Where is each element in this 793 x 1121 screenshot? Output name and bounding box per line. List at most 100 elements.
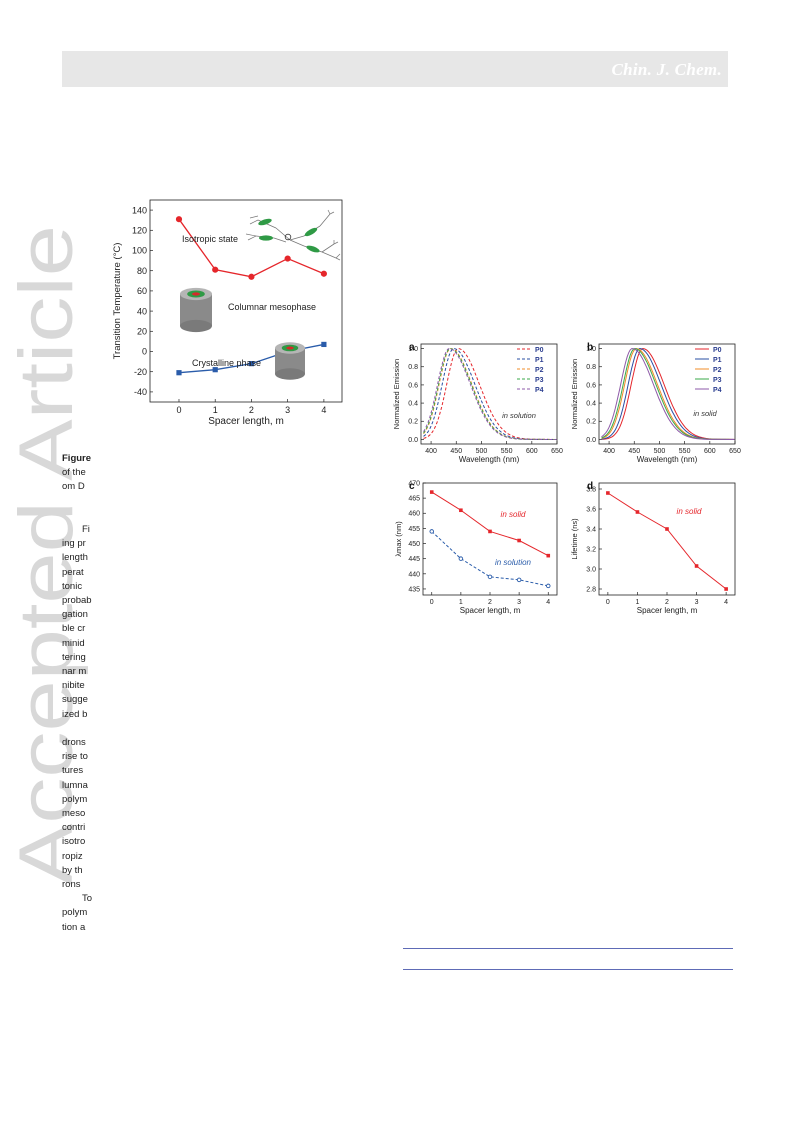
legend-entry: P2	[713, 367, 722, 374]
molecule-branch	[247, 235, 257, 241]
columnar-cylinder-illustration	[180, 287, 212, 333]
body-text-fragment: lumna	[62, 779, 88, 791]
data-point	[488, 529, 492, 534]
y-tick-label: 2.8	[586, 586, 596, 593]
annotation-crystalline: Crystalline phase	[192, 358, 261, 368]
data-point	[429, 529, 434, 534]
y-tick-label: -20	[134, 367, 147, 377]
legend-entry: P2	[535, 367, 544, 374]
body-text-fragment: ing pr	[62, 538, 86, 550]
y-tick-label: 1.0	[408, 346, 418, 353]
y-axis-label: Normalized Emission	[392, 359, 401, 429]
x-tick-label: 0	[430, 599, 434, 606]
cylinder-core	[286, 346, 294, 350]
body-text-fragment: polym	[62, 793, 88, 805]
body-text-fragment: drons	[62, 737, 86, 748]
x-tick-label: 4	[321, 405, 326, 415]
molecule-chain	[289, 235, 305, 241]
journal-header-bar: Chin. J. Chem.	[62, 51, 728, 87]
molecule-branch	[327, 209, 331, 215]
body-text-fragment: nibite	[62, 680, 85, 692]
body-text-fragment: tering	[62, 651, 86, 663]
x-tick-label: 450	[628, 448, 640, 455]
x-tick-label: 450	[450, 448, 462, 455]
plot-frame	[149, 199, 343, 403]
body-text-fragment: Fi	[82, 524, 90, 535]
x-tick-label: 1	[213, 405, 218, 415]
plot-frame	[598, 482, 736, 596]
x-tick-label: 550	[679, 448, 691, 455]
molecule-branch	[335, 253, 341, 259]
x-tick-label: 0	[176, 405, 181, 415]
data-point	[458, 556, 464, 561]
y-tick-label: 80	[137, 266, 147, 276]
body-text-fragment: rons	[62, 879, 81, 890]
figure2-panel-d: 0 1 2 3 4 2.8 3.0 3.2 3.4 3.6 3.8 Spacer length, m L…	[570, 481, 736, 615]
molecule-branch	[335, 257, 341, 261]
annotation-columnar: Columnar mesophase	[228, 302, 316, 312]
y-tick-label: 0.2	[408, 419, 418, 426]
molecule-branch	[333, 241, 339, 245]
data-point	[724, 587, 728, 591]
x-tick-label: 4	[724, 599, 728, 606]
data-point	[635, 510, 640, 514]
body-text-fragment: ble cr	[62, 623, 86, 635]
molecule-mesogen	[259, 235, 273, 241]
x-axis-label: Spacer length, m	[460, 606, 521, 615]
x-tick-label: 550	[501, 448, 513, 455]
panel-label: a	[409, 342, 415, 353]
molecule-illustration	[245, 209, 341, 261]
molecule-branch	[245, 233, 257, 237]
body-text-fragment: of the	[62, 467, 86, 479]
y-tick-label: 0.4	[408, 401, 418, 408]
molecule-branch	[249, 215, 259, 219]
body-text-fragment: isotro	[62, 836, 86, 848]
series-line	[431, 491, 549, 557]
y-tick-label: 40	[137, 306, 147, 316]
figure1-chart: 0 1 2 3 4 -40 -20 0 20 40 60 80 100 120 140 Spacer leng…	[112, 199, 343, 427]
body-text-fragment: perat	[62, 566, 84, 578]
legend-entry: P3	[713, 377, 722, 384]
y-tick-label: 0.8	[408, 364, 418, 371]
y-axis-label: Transition Temperature (°C)	[112, 243, 123, 360]
x-axis-label: Wavelength (nm)	[459, 455, 520, 464]
crystalline-cylinder-illustration	[275, 342, 305, 380]
y-tick-label: 0	[142, 347, 147, 357]
body-text-fragment: gation	[62, 609, 88, 621]
body-text-fragment: om D	[62, 481, 85, 493]
y-tick-label: 435	[408, 586, 420, 593]
y-tick-label: 0.8	[586, 364, 596, 371]
y-tick-label: 0.0	[586, 437, 596, 444]
body-text-fragment: nar m	[62, 666, 87, 677]
figure2-panel-c: 0 1 2 3 4 435 440 445 450 455 460 465 470 Spacer leng…	[394, 480, 558, 615]
data-point	[212, 266, 219, 273]
plot-frame	[420, 343, 558, 445]
molecule-mesogen	[258, 218, 272, 226]
y-axis-label: Normalized Emission	[570, 359, 579, 429]
y-tick-label: 0.2	[586, 419, 596, 426]
watermark: Accepted Article	[4, 225, 89, 885]
panel-annotation: in solid	[693, 409, 717, 418]
data-point	[487, 574, 493, 580]
x-tick-label: 400	[425, 448, 437, 455]
plot-frame	[598, 343, 736, 445]
body-text-fragment: by th	[62, 864, 83, 876]
body-text-fragment: rise to	[62, 751, 88, 763]
body-text-fragment: tures	[62, 765, 84, 777]
body-text-fragment: minid	[62, 637, 85, 649]
x-tick-label: 0	[606, 599, 610, 606]
x-tick-label: 500	[654, 448, 666, 455]
data-point	[320, 270, 327, 277]
series-label-solid: in solid	[501, 510, 526, 519]
y-tick-label: 1.0	[586, 346, 596, 353]
body-text-fragment: length	[62, 552, 88, 564]
y-tick-label: 3.2	[586, 546, 596, 553]
body-text-fragment: probab	[62, 595, 92, 606]
molecule-core	[284, 233, 292, 241]
molecule-mesogen	[304, 227, 318, 237]
body-text-fragment: Figure	[62, 453, 92, 464]
molecule-chain	[321, 251, 337, 259]
data-point	[429, 490, 434, 494]
y-tick-label: 455	[408, 526, 420, 533]
legend-entry: P4	[535, 387, 544, 394]
